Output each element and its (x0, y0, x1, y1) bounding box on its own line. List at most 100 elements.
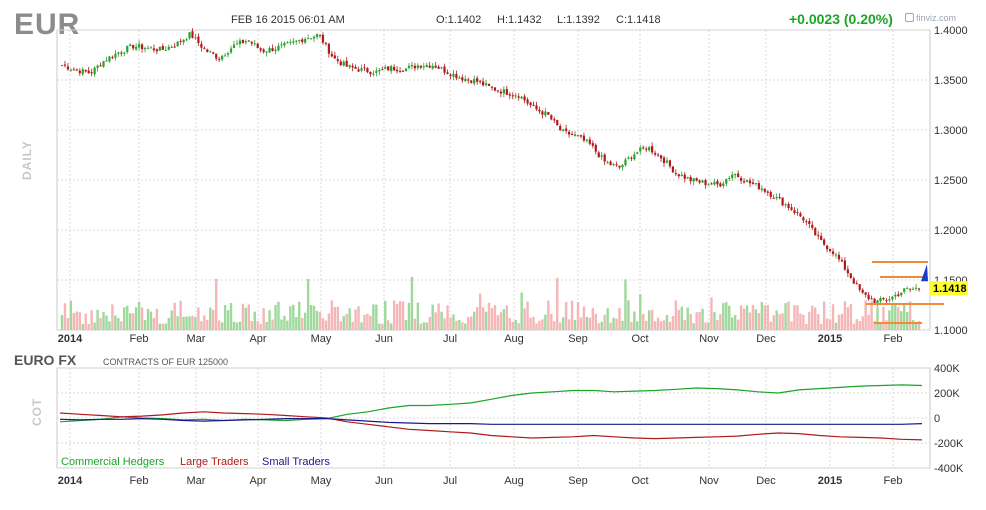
volume-bar (324, 320, 328, 330)
candle-body (576, 135, 580, 137)
candle-body (229, 48, 233, 53)
candle-body (452, 73, 455, 77)
volume-bar (650, 309, 654, 330)
candle-body (155, 49, 158, 52)
volume-bar (102, 312, 105, 330)
cot-x-tick-label: Dec (756, 475, 776, 487)
volume-bar (674, 300, 678, 330)
candle-body (502, 89, 505, 94)
volume-bar (223, 305, 227, 330)
volume-bar (250, 321, 253, 330)
volume-bar (864, 300, 867, 330)
candle-body (274, 49, 277, 52)
candle-body (215, 53, 218, 59)
volume-bar (618, 308, 621, 330)
candle-body (102, 61, 105, 67)
volume-bar (508, 318, 511, 330)
candle-body (111, 57, 114, 59)
candle-body (728, 177, 731, 179)
candle-body (594, 144, 597, 152)
volume-bar (306, 279, 310, 330)
cot-y-tick-label: 0 (934, 413, 940, 425)
candle-body (149, 47, 153, 49)
candle-body (487, 84, 491, 86)
candle-body (422, 66, 425, 68)
volume-bar (75, 311, 79, 330)
candle-body (135, 46, 138, 50)
cot-title: EURO FX (14, 352, 77, 368)
candle-body (591, 143, 594, 146)
cot-chart[interactable]: 400K 200K 0 -200K -400K 2014 Feb Mar Apr May Jun J… (0, 360, 986, 490)
candle-body (737, 173, 740, 178)
candle-body (241, 39, 244, 44)
volume-bar (689, 313, 692, 330)
candle-body (852, 278, 855, 284)
price-y-tick-label: 1.2000 (934, 225, 968, 237)
volume-bar (398, 301, 402, 330)
candle-body (861, 289, 864, 293)
candle-body (342, 61, 345, 66)
candle-body (413, 65, 416, 69)
volume-bar (553, 321, 556, 330)
candle-body (357, 69, 360, 72)
candle-body (312, 36, 316, 39)
volume-bar (686, 307, 689, 330)
candle-body (843, 260, 846, 270)
candle-body (461, 77, 464, 81)
candle-body (304, 38, 307, 43)
volume-bar (197, 307, 200, 330)
volume-bar (321, 318, 325, 330)
candle-body (912, 288, 915, 290)
candle-body (212, 52, 215, 54)
volume-bar (683, 319, 686, 330)
volume-bar (876, 307, 879, 330)
volume-bar (754, 309, 758, 330)
candle-body (375, 70, 378, 73)
volume-bar (725, 302, 728, 330)
candle-body (897, 294, 900, 296)
volume-bar (200, 321, 203, 330)
candle-body (704, 179, 707, 186)
volume-bar (564, 302, 568, 330)
price-x-tick-label: Feb (884, 333, 903, 345)
volume-bar (81, 323, 84, 330)
volume-bar (123, 307, 126, 330)
candle-body (360, 68, 363, 71)
candle-body (808, 221, 811, 225)
candle-body (597, 152, 600, 158)
candle-body (529, 102, 532, 106)
volume-bar (834, 322, 838, 330)
volume-bar (846, 307, 850, 330)
price-chart[interactable]: 1.40001.35001.30001.25001.20001.15001.10… (0, 0, 986, 345)
volume-bar (612, 317, 615, 330)
volume-bar (822, 301, 826, 330)
candle-body (523, 96, 526, 101)
volume-bar (298, 301, 301, 330)
price-x-tick-label: Apr (249, 333, 266, 345)
candle-body (280, 44, 283, 46)
candle-body (751, 182, 755, 184)
candle-body (745, 180, 749, 182)
candle-body (517, 96, 520, 98)
date-time: FEB 16 2015 06:01 AM (231, 14, 345, 26)
volume-bar (467, 317, 470, 330)
volume-bar (179, 300, 182, 330)
volume-bar (520, 292, 523, 330)
volume-bar (226, 310, 230, 330)
volume-bar (384, 300, 387, 330)
finviz-logo[interactable]: finviz.com (905, 13, 956, 23)
volume-bar (805, 323, 808, 330)
candle-body (419, 65, 422, 68)
volume-bar (766, 305, 769, 330)
volume-bar (627, 300, 630, 330)
candle-body (805, 221, 808, 223)
volume-bar (819, 323, 823, 330)
volume-bar (440, 311, 443, 330)
volume-bars (60, 276, 921, 330)
candle-body (396, 69, 399, 72)
volume-bar (375, 304, 378, 330)
volume-bar (796, 305, 799, 330)
volume-bar (481, 307, 485, 330)
volume-bar (235, 322, 239, 330)
candle-body (108, 56, 111, 62)
